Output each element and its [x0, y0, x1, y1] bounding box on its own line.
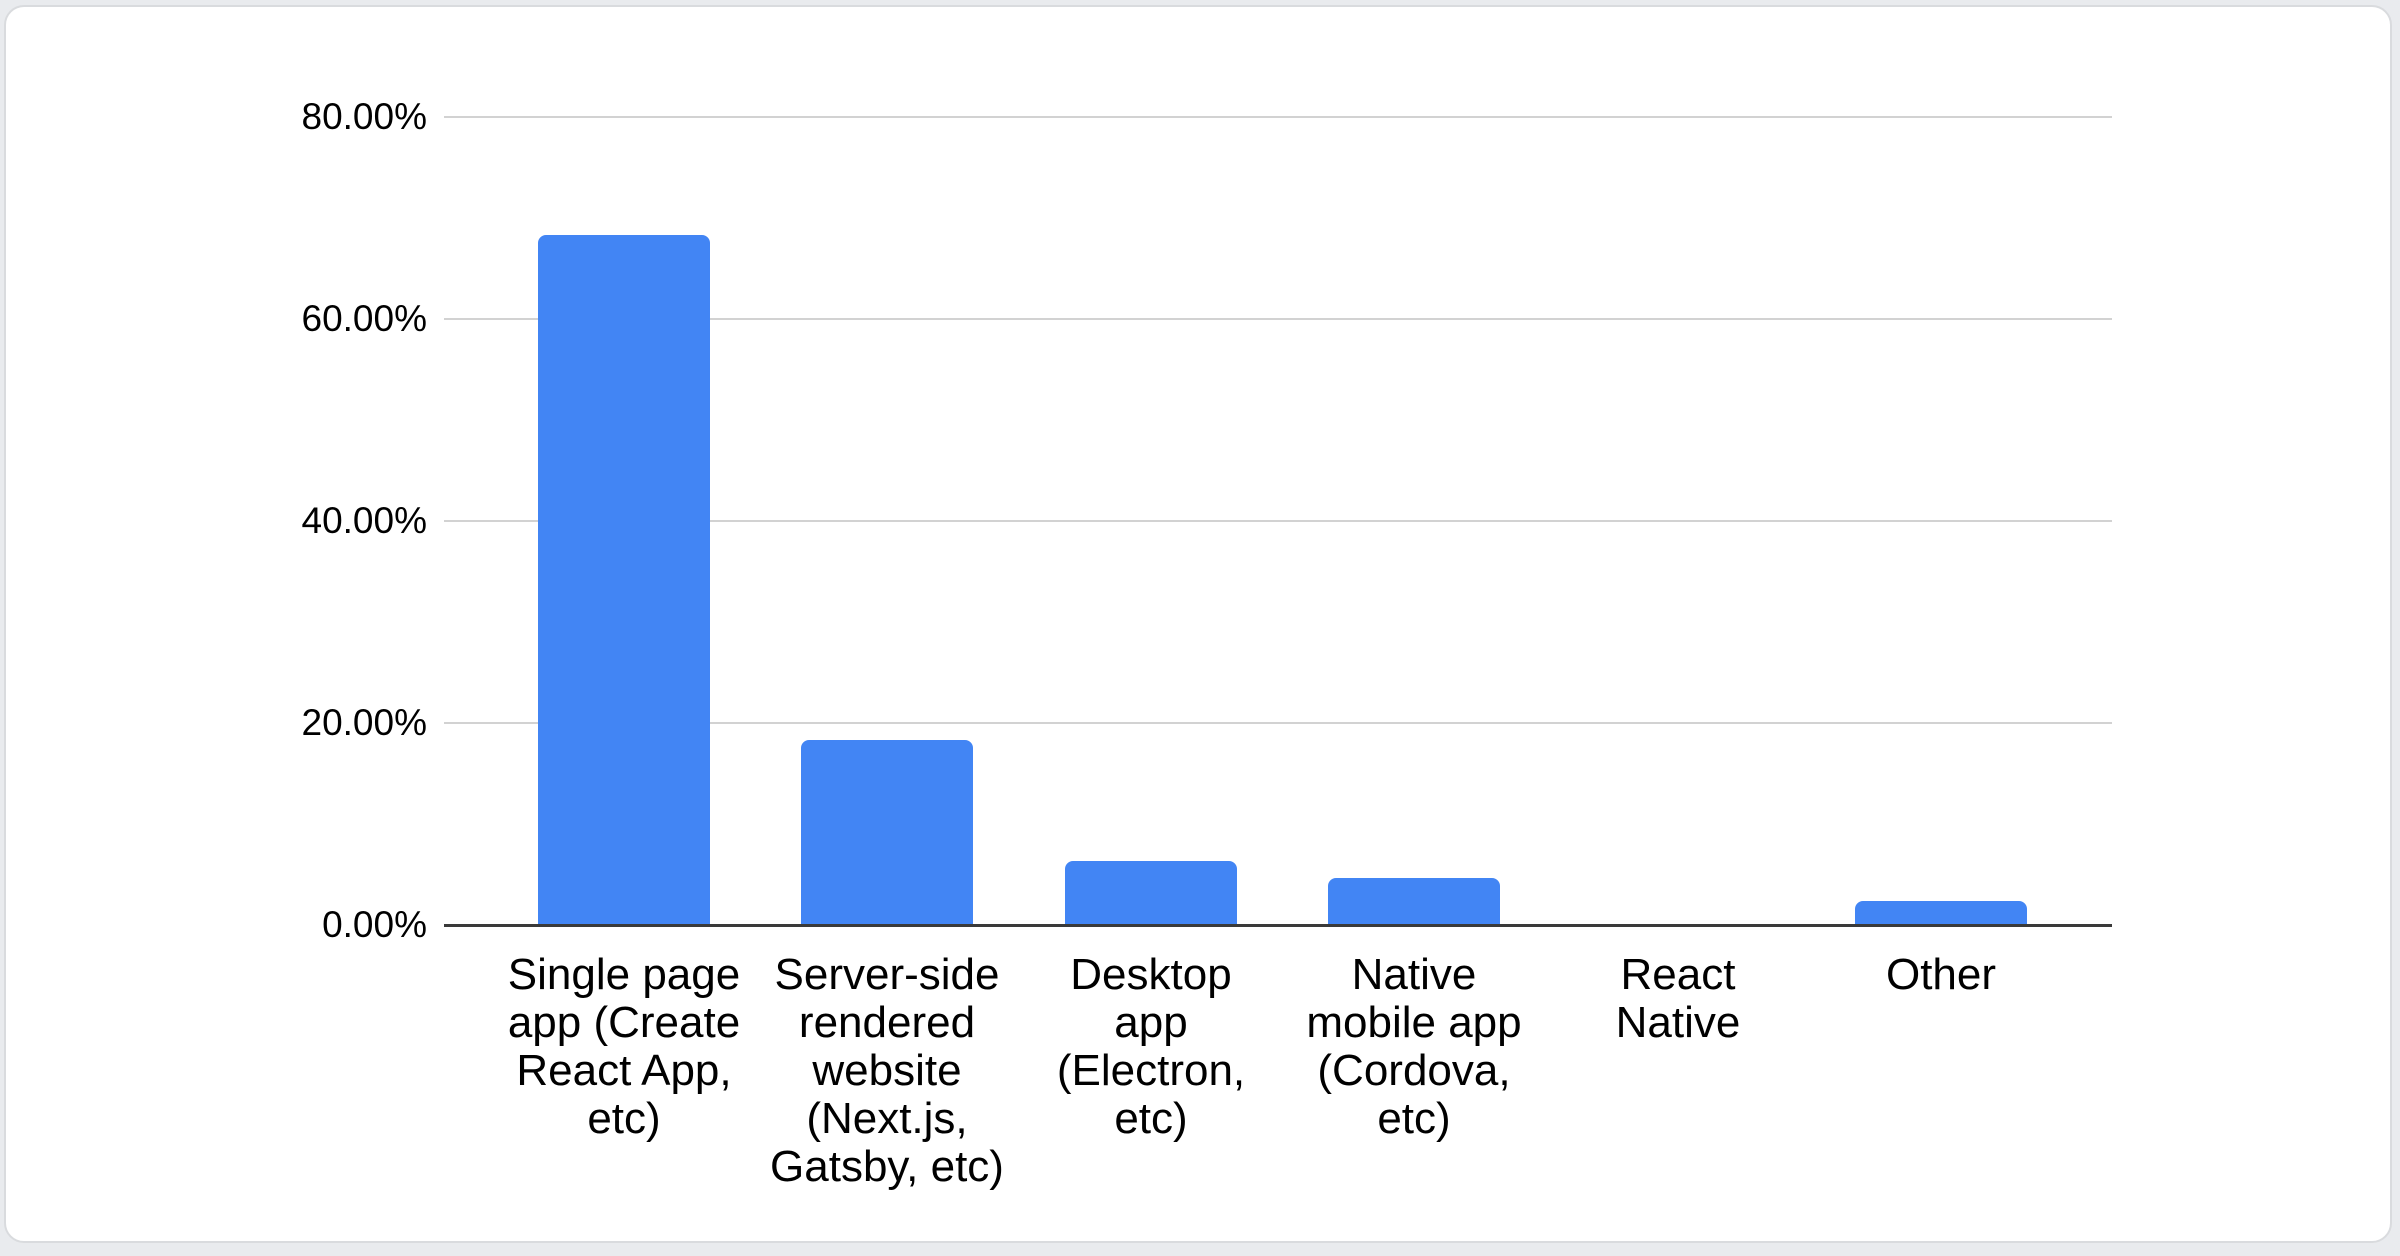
x-axis-category-label-line: app (Create — [507, 998, 741, 1047]
x-axis-category-label-line: etc) — [1114, 1094, 1188, 1143]
gridline — [444, 318, 2112, 320]
x-axis-category-label-line: etc) — [1377, 1094, 1451, 1143]
gridline — [444, 722, 2112, 724]
gridline — [444, 116, 2112, 118]
x-axis-category-label-line: website — [812, 1046, 962, 1095]
bar[interactable] — [1065, 861, 1237, 925]
y-axis-tick-label: 40.00% — [301, 500, 428, 541]
chart-card: 0.00% 20.00% 40.00% 60.00% 80.00% Single page… — [4, 5, 2392, 1243]
y-axis-tick-label: 20.00% — [301, 702, 428, 743]
x-axis-category-label-line: (Electron, — [1056, 1046, 1246, 1095]
x-axis-category-label-line: Native — [1615, 998, 1741, 1047]
x-axis-category-label-line: React App, — [516, 1046, 732, 1095]
bar[interactable] — [801, 740, 973, 925]
y-axis-tick-label: 0.00% — [322, 904, 427, 945]
x-axis-category-label-line: Gatsby, etc) — [770, 1142, 1004, 1191]
bar[interactable] — [538, 235, 710, 925]
bar[interactable] — [1855, 901, 2027, 925]
x-axis-line — [444, 924, 2112, 927]
x-axis-category-label-line: app — [1114, 998, 1188, 1047]
x-axis-category-label: Single page app (Create React App, etc) — [491, 951, 757, 1143]
x-axis-category-label-line: React — [1620, 950, 1736, 999]
x-axis-category-label: Server-side rendered website (Next.js, Gatsb… — [754, 951, 1020, 1191]
x-axis-category-label: React Native — [1545, 951, 1811, 1047]
x-axis-category-label-line: Desktop — [1070, 950, 1232, 999]
y-axis-tick-label: 60.00% — [301, 298, 428, 339]
x-axis-category-label: Desktop app (Electron, etc) — [1018, 951, 1284, 1143]
x-axis-category-label: Native mobile app (Cordova, etc) — [1281, 951, 1547, 1143]
bar[interactable] — [1328, 878, 1500, 925]
x-axis-category-label-line: (Next.js, — [806, 1094, 968, 1143]
x-axis-category-label: Other — [1808, 951, 2074, 999]
x-axis-category-label-line: Native — [1351, 950, 1477, 999]
x-axis-category-label-line: mobile app — [1306, 998, 1522, 1047]
x-axis-category-label-line: rendered — [798, 998, 976, 1047]
x-axis-category-label-line: etc) — [587, 1094, 661, 1143]
gridline — [444, 520, 2112, 522]
x-axis-category-label-line: Server-side — [774, 950, 1000, 999]
x-axis-category-label-line: (Cordova, — [1317, 1046, 1511, 1095]
y-axis-tick-label: 80.00% — [301, 96, 428, 137]
x-axis-category-label-line: Other — [1885, 950, 1997, 999]
x-axis-category-label-line: Single page — [507, 950, 741, 999]
bar-chart: 0.00% 20.00% 40.00% 60.00% 80.00% Single page… — [6, 7, 2390, 1241]
